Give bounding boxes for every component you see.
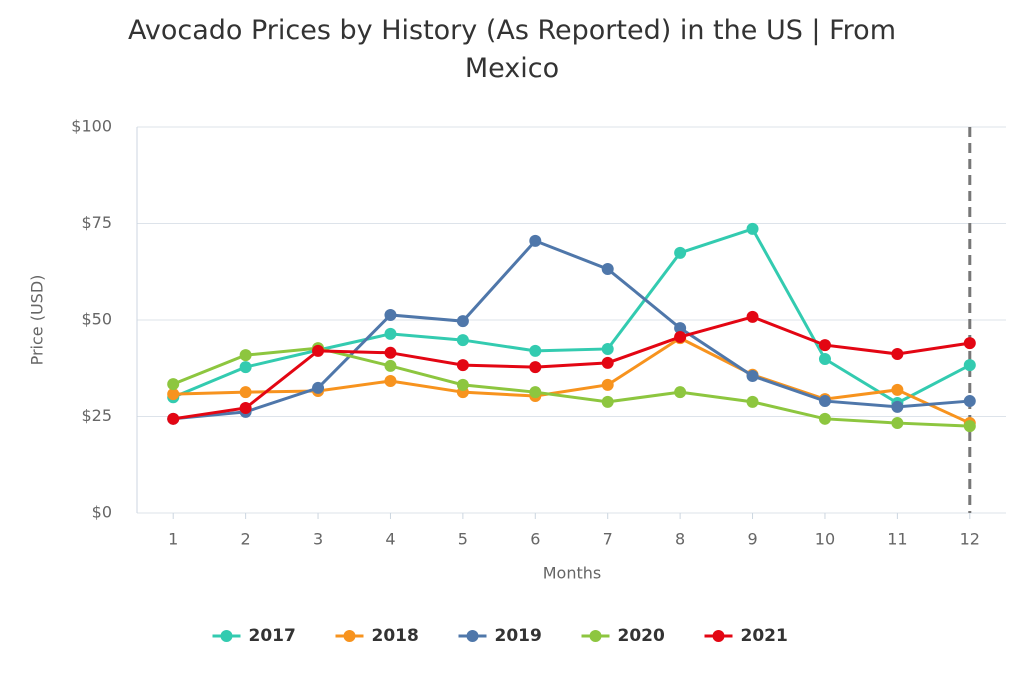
data-point [167, 388, 180, 401]
data-point [963, 420, 976, 433]
x-tick-label: 4 [385, 530, 395, 549]
data-point [746, 222, 759, 235]
data-point [818, 412, 831, 425]
data-point [167, 378, 180, 391]
series-line [172, 227, 971, 405]
legend-item[interactable]: 2021 [704, 626, 788, 646]
legend-label: 2021 [741, 626, 788, 646]
data-point [239, 386, 252, 399]
y-axis-label: Price (USD) [28, 275, 47, 366]
data-point [601, 378, 614, 391]
legend-label: 2017 [249, 626, 296, 646]
data-point [674, 322, 687, 335]
data-point [529, 361, 542, 374]
series-line [172, 346, 970, 428]
legend-marker [466, 630, 479, 642]
legend-label: 2019 [495, 626, 542, 646]
data-point [312, 344, 325, 357]
y-tick-label: $100 [71, 117, 112, 136]
data-point [963, 337, 976, 350]
legend-label: 2020 [618, 626, 665, 646]
data-point [601, 395, 614, 408]
data-point [384, 359, 397, 372]
data-point [384, 346, 397, 359]
x-tick-label: 2 [241, 530, 251, 549]
data-point [529, 386, 542, 399]
y-tick-label: $25 [81, 406, 112, 425]
x-tick-label: 6 [530, 530, 540, 549]
data-point [384, 374, 397, 387]
data-point [239, 349, 252, 362]
data-point [384, 308, 397, 321]
data-point [456, 315, 469, 328]
data-point [456, 334, 469, 347]
x-tick-label: 5 [458, 530, 468, 549]
series-line [173, 239, 970, 421]
data-point [239, 402, 252, 415]
legend-item[interactable]: 2017 [212, 626, 296, 646]
data-point [891, 347, 904, 360]
data-point [963, 359, 976, 372]
legend-label: 2018 [372, 626, 419, 646]
data-point [746, 310, 759, 323]
x-tick-label: 9 [747, 530, 757, 549]
data-point [456, 378, 469, 391]
data-point [891, 383, 904, 396]
series-line [172, 315, 971, 421]
data-point [312, 381, 325, 394]
data-point [891, 400, 904, 413]
x-tick-label: 8 [675, 530, 685, 549]
data-point [239, 361, 252, 374]
data-point [891, 417, 904, 430]
legend-item[interactable]: 2018 [335, 626, 419, 646]
x-tick-label: 1 [168, 530, 178, 549]
legend-item[interactable]: 2019 [458, 626, 542, 646]
data-point [529, 344, 542, 357]
data-point [601, 342, 614, 355]
x-tick-label: 10 [815, 530, 835, 549]
data-point [746, 395, 759, 408]
legend-marker [220, 630, 233, 642]
data-point [167, 412, 180, 425]
chart-title: Avocado Prices by History (As Reported) … [127, 15, 897, 84]
data-point [384, 327, 397, 340]
data-point [456, 359, 469, 372]
data-point [818, 352, 831, 365]
y-tick-label: $0 [92, 503, 112, 522]
y-tick-label: $50 [81, 310, 112, 329]
x-axis-label: Months [543, 564, 601, 583]
data-point [529, 234, 542, 247]
legend-marker [343, 630, 356, 642]
data-point [674, 386, 687, 399]
x-tick-label: 12 [960, 530, 980, 549]
data-point [674, 246, 687, 259]
data-point [746, 369, 759, 382]
legend-item[interactable]: 2020 [581, 626, 665, 646]
data-point [818, 339, 831, 352]
x-tick-label: 3 [313, 530, 323, 549]
x-tick-label: 11 [887, 530, 907, 549]
legend-marker [589, 630, 602, 642]
data-point [674, 330, 687, 343]
data-point [601, 356, 614, 369]
data-point [601, 263, 614, 276]
data-point [963, 395, 976, 408]
data-point [818, 395, 831, 408]
y-tick-label: $75 [81, 213, 112, 232]
legend-marker [712, 630, 725, 642]
x-tick-label: 7 [603, 530, 613, 549]
